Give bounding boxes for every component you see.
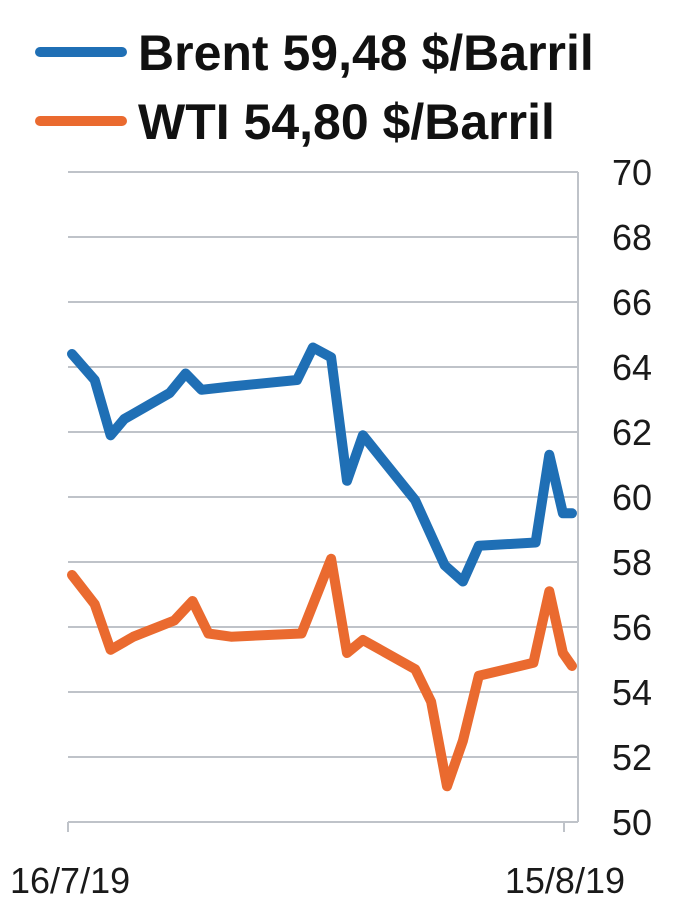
grid: [68, 171, 578, 823]
series-line-brent: [67, 342, 577, 587]
y-tick-labels: 70 68 66 64 62 60 58 56 54 52 50: [612, 152, 652, 843]
y-tick-label: 54: [612, 672, 652, 713]
legend-label-wti: WTI 54,80 $/Barril: [138, 94, 555, 150]
y-tick-label: 60: [612, 477, 652, 518]
legend-label-brent: Brent 59,48 $/Barril: [138, 25, 594, 81]
x-tick-labels: 16/7/19 15/8/19: [10, 860, 625, 901]
y-tick-label: 50: [612, 802, 652, 843]
y-tick-label: 66: [612, 282, 652, 323]
axes: [67, 172, 579, 832]
y-tick-label: 64: [612, 347, 652, 388]
y-tick-label: 58: [612, 542, 652, 583]
y-tick-label: 52: [612, 737, 652, 778]
x-tick-label-end: 15/8/19: [505, 860, 625, 901]
y-tick-label: 68: [612, 217, 652, 258]
y-tick-label: 70: [612, 152, 652, 193]
legend: Brent 59,48 $/Barril WTI 54,80 $/Barril: [35, 25, 594, 150]
series: [67, 342, 577, 792]
x-tick-label-start: 16/7/19: [10, 860, 130, 901]
y-tick-label: 56: [612, 607, 652, 648]
y-tick-label: 62: [612, 412, 652, 453]
series-line-wti: [67, 553, 577, 792]
